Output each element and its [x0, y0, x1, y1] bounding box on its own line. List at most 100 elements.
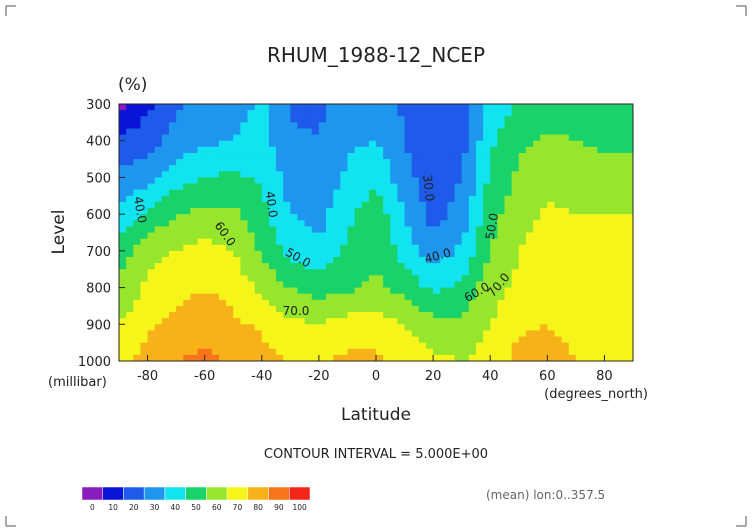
- heatmap-cell: [168, 104, 177, 111]
- heatmap-cell: [354, 287, 363, 295]
- heatmap-cell: [390, 330, 399, 338]
- heatmap-cell: [304, 269, 313, 276]
- heatmap-cell: [404, 183, 413, 191]
- heatmap-cell: [461, 238, 470, 246]
- heatmap-cell: [311, 214, 320, 221]
- heatmap-cell: [425, 201, 434, 209]
- heatmap-cell: [468, 134, 477, 142]
- heatmap-cell: [254, 189, 263, 197]
- heatmap-cell: [147, 146, 156, 154]
- heatmap-cell: [297, 269, 306, 276]
- heatmap-cell: [147, 195, 156, 203]
- heatmap-cell: [254, 238, 263, 246]
- heatmap-cell: [383, 330, 391, 338]
- heatmap-cell: [268, 220, 277, 227]
- heatmap-cell: [283, 122, 291, 130]
- heatmap-cell: [461, 318, 470, 325]
- heatmap-cell: [318, 263, 327, 270]
- heatmap-cell: [390, 159, 399, 166]
- heatmap-cell: [311, 189, 320, 197]
- heatmap-cell: [161, 348, 170, 356]
- heatmap-cell: [440, 305, 448, 313]
- heatmap-cell: [376, 171, 384, 179]
- heatmap-cell: [283, 238, 291, 246]
- heatmap-cell: [261, 110, 270, 117]
- heatmap-cell: [290, 287, 299, 295]
- heatmap-cell: [454, 165, 463, 172]
- heatmap-cell: [468, 305, 477, 313]
- heatmap-cell: [504, 226, 513, 234]
- heatmap-cell: [311, 281, 320, 289]
- heatmap-cell: [333, 305, 341, 313]
- heatmap-cell: [268, 165, 277, 172]
- heatmap-cell: [361, 171, 370, 179]
- heatmap-cell: [618, 159, 627, 166]
- heatmap-cell: [340, 195, 349, 203]
- heatmap-cell: [404, 116, 413, 123]
- heatmap-cell: [354, 244, 363, 252]
- heatmap-cell: [518, 208, 527, 215]
- heatmap-cell: [283, 110, 291, 117]
- heatmap-cell: [297, 116, 306, 123]
- heatmap-cell: [168, 134, 177, 142]
- heatmap-cell: [240, 238, 249, 246]
- heatmap-cell: [154, 195, 163, 203]
- heatmap-cell: [411, 232, 420, 240]
- heatmap-cell: [461, 122, 470, 130]
- heatmap-cell: [247, 287, 256, 295]
- heatmap-cell: [147, 208, 156, 215]
- heatmap-cell: [333, 256, 341, 264]
- heatmap-cell: [604, 104, 613, 111]
- heatmap-cell: [304, 318, 313, 325]
- heatmap-cell: [340, 354, 349, 361]
- heatmap-cell: [326, 171, 334, 179]
- heatmap-cell: [304, 134, 313, 142]
- heatmap-cell: [611, 201, 620, 209]
- heatmap-cell: [568, 171, 577, 179]
- heatmap-cell: [226, 104, 234, 111]
- heatmap-cell: [376, 232, 384, 240]
- heatmap-cell: [333, 189, 341, 197]
- heatmap-cell: [554, 342, 563, 350]
- heatmap-cell: [583, 226, 591, 234]
- heatmap-cell: [197, 244, 206, 252]
- heatmap-cell: [390, 214, 399, 221]
- heatmap-cell: [461, 336, 470, 344]
- heatmap-cell: [361, 165, 370, 172]
- heatmap-cell: [376, 281, 384, 289]
- heatmap-cell: [290, 201, 299, 209]
- heatmap-cell: [268, 116, 277, 123]
- heatmap-cell: [583, 146, 591, 154]
- heatmap-cell: [161, 208, 170, 215]
- heatmap-cell: [268, 122, 277, 130]
- heatmap-cell: [347, 104, 356, 111]
- heatmap-cell: [468, 152, 477, 160]
- heatmap-cell: [290, 324, 299, 332]
- heatmap-cell: [247, 238, 256, 246]
- heatmap-cell: [304, 220, 313, 227]
- heatmap-cell: [290, 189, 299, 197]
- heatmap-cell: [247, 324, 256, 332]
- heatmap-cell: [461, 146, 470, 154]
- heatmap-cell: [390, 134, 399, 142]
- heatmap-cell: [140, 171, 149, 179]
- heatmap-cell: [318, 275, 327, 283]
- heatmap-cell: [404, 177, 413, 185]
- heatmap-cell: [547, 293, 556, 301]
- heatmap-cell: [583, 238, 591, 246]
- heatmap-cell: [433, 244, 441, 252]
- heatmap-cell: [233, 220, 241, 227]
- heatmap-cell: [176, 324, 184, 332]
- heatmap-cell: [411, 110, 420, 117]
- heatmap-cell: [368, 263, 377, 270]
- heatmap-cell: [454, 189, 463, 197]
- heatmap-cell: [483, 189, 491, 197]
- heatmap-cell: [404, 275, 413, 283]
- heatmap-cell: [540, 214, 548, 221]
- heatmap-cell: [447, 281, 456, 289]
- heatmap-cell: [211, 220, 220, 227]
- heatmap-cell: [304, 256, 313, 264]
- heatmap-cell: [183, 232, 191, 240]
- heatmap-cell: [404, 238, 413, 246]
- heatmap-cell: [518, 281, 527, 289]
